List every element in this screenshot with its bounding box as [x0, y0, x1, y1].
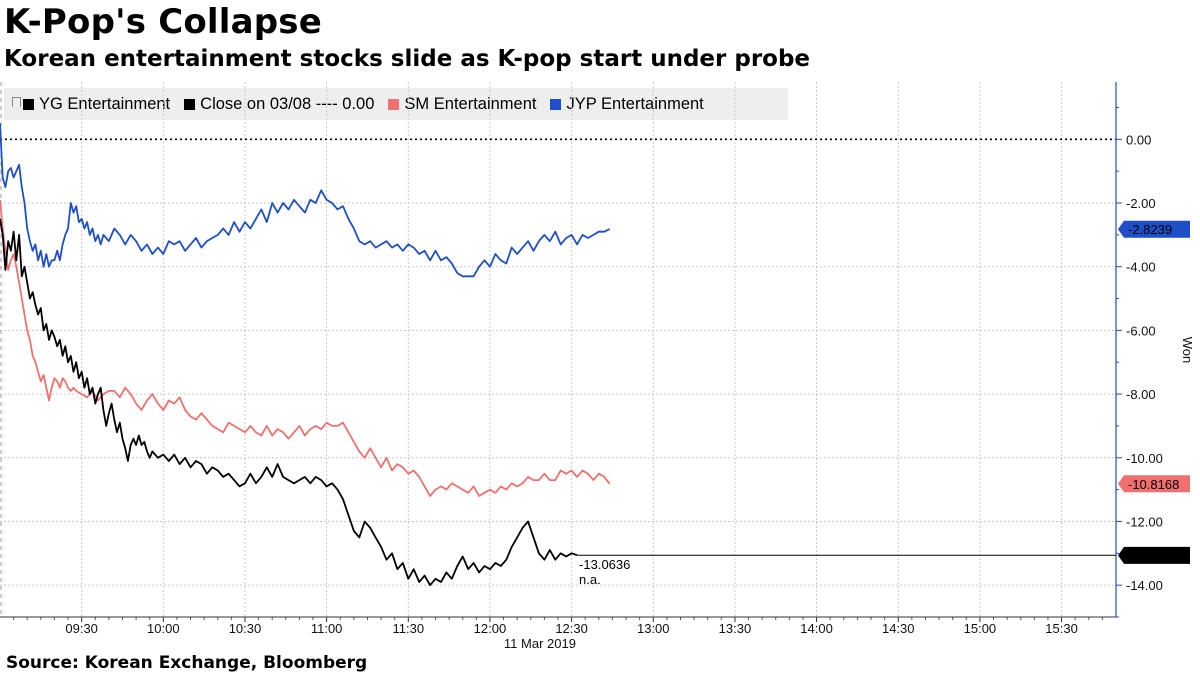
x-tick-label: 14:00	[800, 621, 833, 636]
x-tick-label: 11:30	[393, 621, 425, 636]
end-value-tag	[1118, 546, 1190, 564]
y-tick-label: -8.00	[1126, 387, 1156, 402]
legend-swatch-yg	[23, 98, 34, 110]
y-tick-label: -14.00	[1126, 578, 1163, 593]
legend-item-jyp[interactable]: JYP Entertainment	[550, 94, 704, 114]
series-line-yg	[0, 218, 578, 587]
end-value-tag	[1118, 220, 1190, 238]
x-tick-label: 15:30	[1045, 621, 1078, 636]
end-value-label: -13.0636	[1128, 548, 1179, 563]
annotation-na: n.a.	[579, 572, 601, 587]
legend-swatch-sm	[388, 98, 400, 110]
x-tick-label: 09:30	[65, 621, 98, 636]
source-note: Source: Korean Exchange, Bloomberg	[6, 653, 368, 673]
x-tick-label: 10:30	[229, 621, 262, 636]
x-tick-label: 13:00	[637, 621, 670, 636]
x-date-label: 11 Mar 2019	[504, 636, 576, 651]
pin-icon[interactable]	[12, 97, 21, 107]
legend-item-sm[interactable]: SM Entertainment	[388, 95, 536, 114]
x-tick-label: 14:30	[882, 621, 915, 636]
legend-swatch-jyp	[550, 98, 562, 110]
x-tick-label: 11:00	[311, 621, 343, 636]
y-tick-label: -2.00	[1126, 196, 1156, 211]
end-value-tag	[1118, 475, 1190, 493]
y-axis-label: Won	[1180, 337, 1195, 364]
x-tick-label: 10:00	[147, 621, 180, 636]
chart-subtitle: Korean entertainment stocks slide as K-p…	[4, 46, 811, 72]
legend-label-close: Close on 03/08 ---- 0.00	[200, 94, 375, 113]
legend-label-jyp: JYP Entertainment	[566, 94, 704, 113]
x-tick-label: 15:00	[964, 621, 997, 636]
legend-item-yg[interactable]: YG Entertainment	[12, 95, 170, 114]
x-tick-label: 13:30	[719, 621, 752, 636]
legend-label-sm: SM Entertainment	[404, 94, 537, 113]
y-tick-label: 0.00	[1126, 132, 1151, 147]
y-tick-label: -10.00	[1126, 451, 1163, 466]
legend-item-close[interactable]: Close on 03/08 ---- 0.00	[184, 95, 374, 114]
series-line-jyp	[0, 123, 611, 278]
legend: YG Entertainment Close on 03/08 ---- 0.0…	[4, 88, 788, 120]
series-line-sm	[0, 199, 611, 497]
legend-label-yg: YG Entertainment	[39, 94, 171, 113]
y-tick-label: -12.00	[1126, 514, 1163, 529]
x-tick-label: 12:00	[474, 621, 507, 636]
annotation-value: -13.0636	[579, 557, 630, 572]
chart-title: K-Pop's Collapse	[4, 2, 322, 42]
y-tick-label: -4.00	[1126, 260, 1156, 275]
x-tick-label: 12:30	[555, 621, 588, 636]
y-tick-label: -6.00	[1126, 323, 1156, 338]
end-value-label: -2.8239	[1128, 222, 1172, 237]
legend-swatch-close	[184, 98, 196, 110]
end-value-label: -10.8168	[1128, 477, 1179, 492]
